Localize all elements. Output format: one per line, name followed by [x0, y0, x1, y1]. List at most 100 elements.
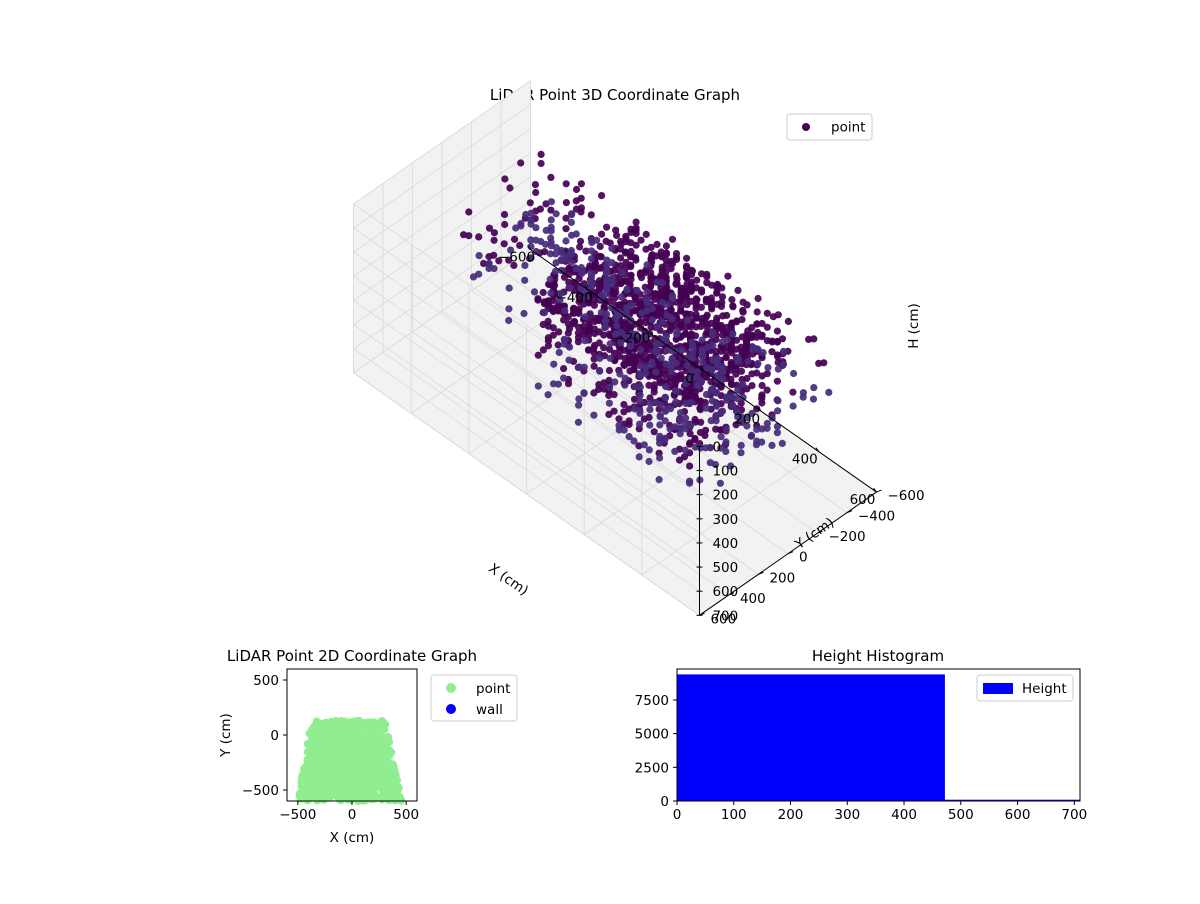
point-marker [662, 242, 671, 250]
point-marker [646, 394, 654, 402]
point-marker [693, 368, 702, 376]
point-marker [622, 238, 631, 246]
point-marker [687, 388, 695, 396]
point-marker [505, 256, 513, 264]
point-marker [744, 335, 752, 343]
grid-h-left [353, 80, 531, 205]
point-marker [590, 349, 598, 357]
point-marker [537, 150, 545, 158]
point-marker [637, 324, 645, 332]
point-marker [702, 426, 710, 434]
point-marker [763, 419, 771, 428]
point-marker [561, 307, 569, 315]
point-marker [616, 370, 624, 378]
point-marker [490, 265, 498, 273]
point-marker [568, 210, 576, 218]
point-marker [643, 288, 651, 296]
x-tick-label: 600 [1005, 807, 1031, 823]
x-tick [757, 406, 762, 412]
point-marker [658, 253, 666, 261]
point-marker [575, 395, 583, 403]
point-marker [733, 345, 741, 353]
point-marker [577, 180, 586, 188]
point-marker [693, 374, 702, 382]
point-marker [546, 281, 554, 289]
point-marker [312, 731, 321, 740]
point-marker [754, 345, 762, 353]
point-marker [475, 270, 483, 278]
grid-y-floor [412, 331, 759, 575]
point-marker [703, 343, 712, 352]
point-marker [789, 388, 797, 396]
point-marker [663, 284, 671, 292]
point-marker [768, 348, 776, 356]
point-marker [585, 299, 593, 307]
point-marker [702, 390, 711, 399]
point-marker [534, 382, 542, 390]
point-marker [551, 267, 560, 276]
point-marker [376, 740, 385, 749]
grid-h-left [353, 176, 531, 301]
chart-2d-axes: −500 0 500 −500 0 500 [242, 673, 419, 823]
z-axis-label: H (cm) [906, 303, 922, 349]
point-marker [586, 323, 594, 331]
point-marker [682, 379, 690, 387]
point-marker [652, 349, 660, 357]
point-marker [501, 175, 509, 183]
point-marker [763, 386, 771, 394]
point-marker [587, 211, 595, 219]
point-marker [682, 399, 690, 407]
point-marker [597, 280, 605, 288]
point-marker [611, 378, 619, 386]
point-marker [676, 409, 685, 417]
point-marker [637, 345, 645, 354]
point-marker [295, 792, 304, 801]
point-marker [500, 240, 508, 248]
point-marker [576, 295, 584, 303]
point-marker [734, 286, 742, 294]
point-marker [758, 319, 766, 328]
point-marker [305, 729, 314, 738]
point-marker [683, 310, 691, 318]
point-marker [557, 248, 565, 257]
point-marker [621, 374, 629, 382]
point-marker [642, 364, 650, 372]
point-marker [758, 425, 766, 433]
point-marker [601, 317, 610, 325]
grid-y-floor [441, 310, 789, 555]
point-marker [732, 370, 740, 378]
point-marker [709, 356, 717, 364]
point-marker [648, 305, 656, 313]
point-marker [773, 327, 782, 335]
point-marker [636, 383, 644, 391]
y-tick-label: 400 [740, 591, 766, 607]
x-axis-label: X (cm) [485, 560, 531, 599]
point-marker [567, 251, 576, 259]
point-marker [521, 276, 529, 284]
point-marker [562, 225, 570, 233]
point-marker [490, 229, 498, 237]
point-marker [565, 264, 573, 272]
point-marker [636, 420, 644, 428]
point-marker [316, 766, 325, 775]
point-marker [608, 274, 616, 282]
point-marker [707, 378, 715, 386]
point-marker [338, 778, 347, 787]
point-marker [790, 369, 798, 378]
point-marker [656, 432, 664, 440]
point-marker [530, 288, 539, 296]
point-marker [727, 358, 735, 367]
histogram-frame [676, 668, 1081, 802]
chart-2d-legend: point wall [430, 674, 518, 722]
histogram-axes: 0 100 200 300 400 500 600 700 0 2500 5000 7500 [635, 693, 1088, 823]
x-tick-label: −500 [279, 807, 316, 823]
point-marker [743, 414, 751, 422]
point-marker [537, 159, 545, 168]
point-marker [605, 399, 614, 407]
point-marker [560, 365, 568, 373]
point-marker [554, 341, 562, 349]
x-tick-label: 100 [721, 807, 747, 823]
point-marker [591, 341, 599, 349]
point-marker [773, 377, 782, 385]
point-marker [505, 284, 513, 292]
